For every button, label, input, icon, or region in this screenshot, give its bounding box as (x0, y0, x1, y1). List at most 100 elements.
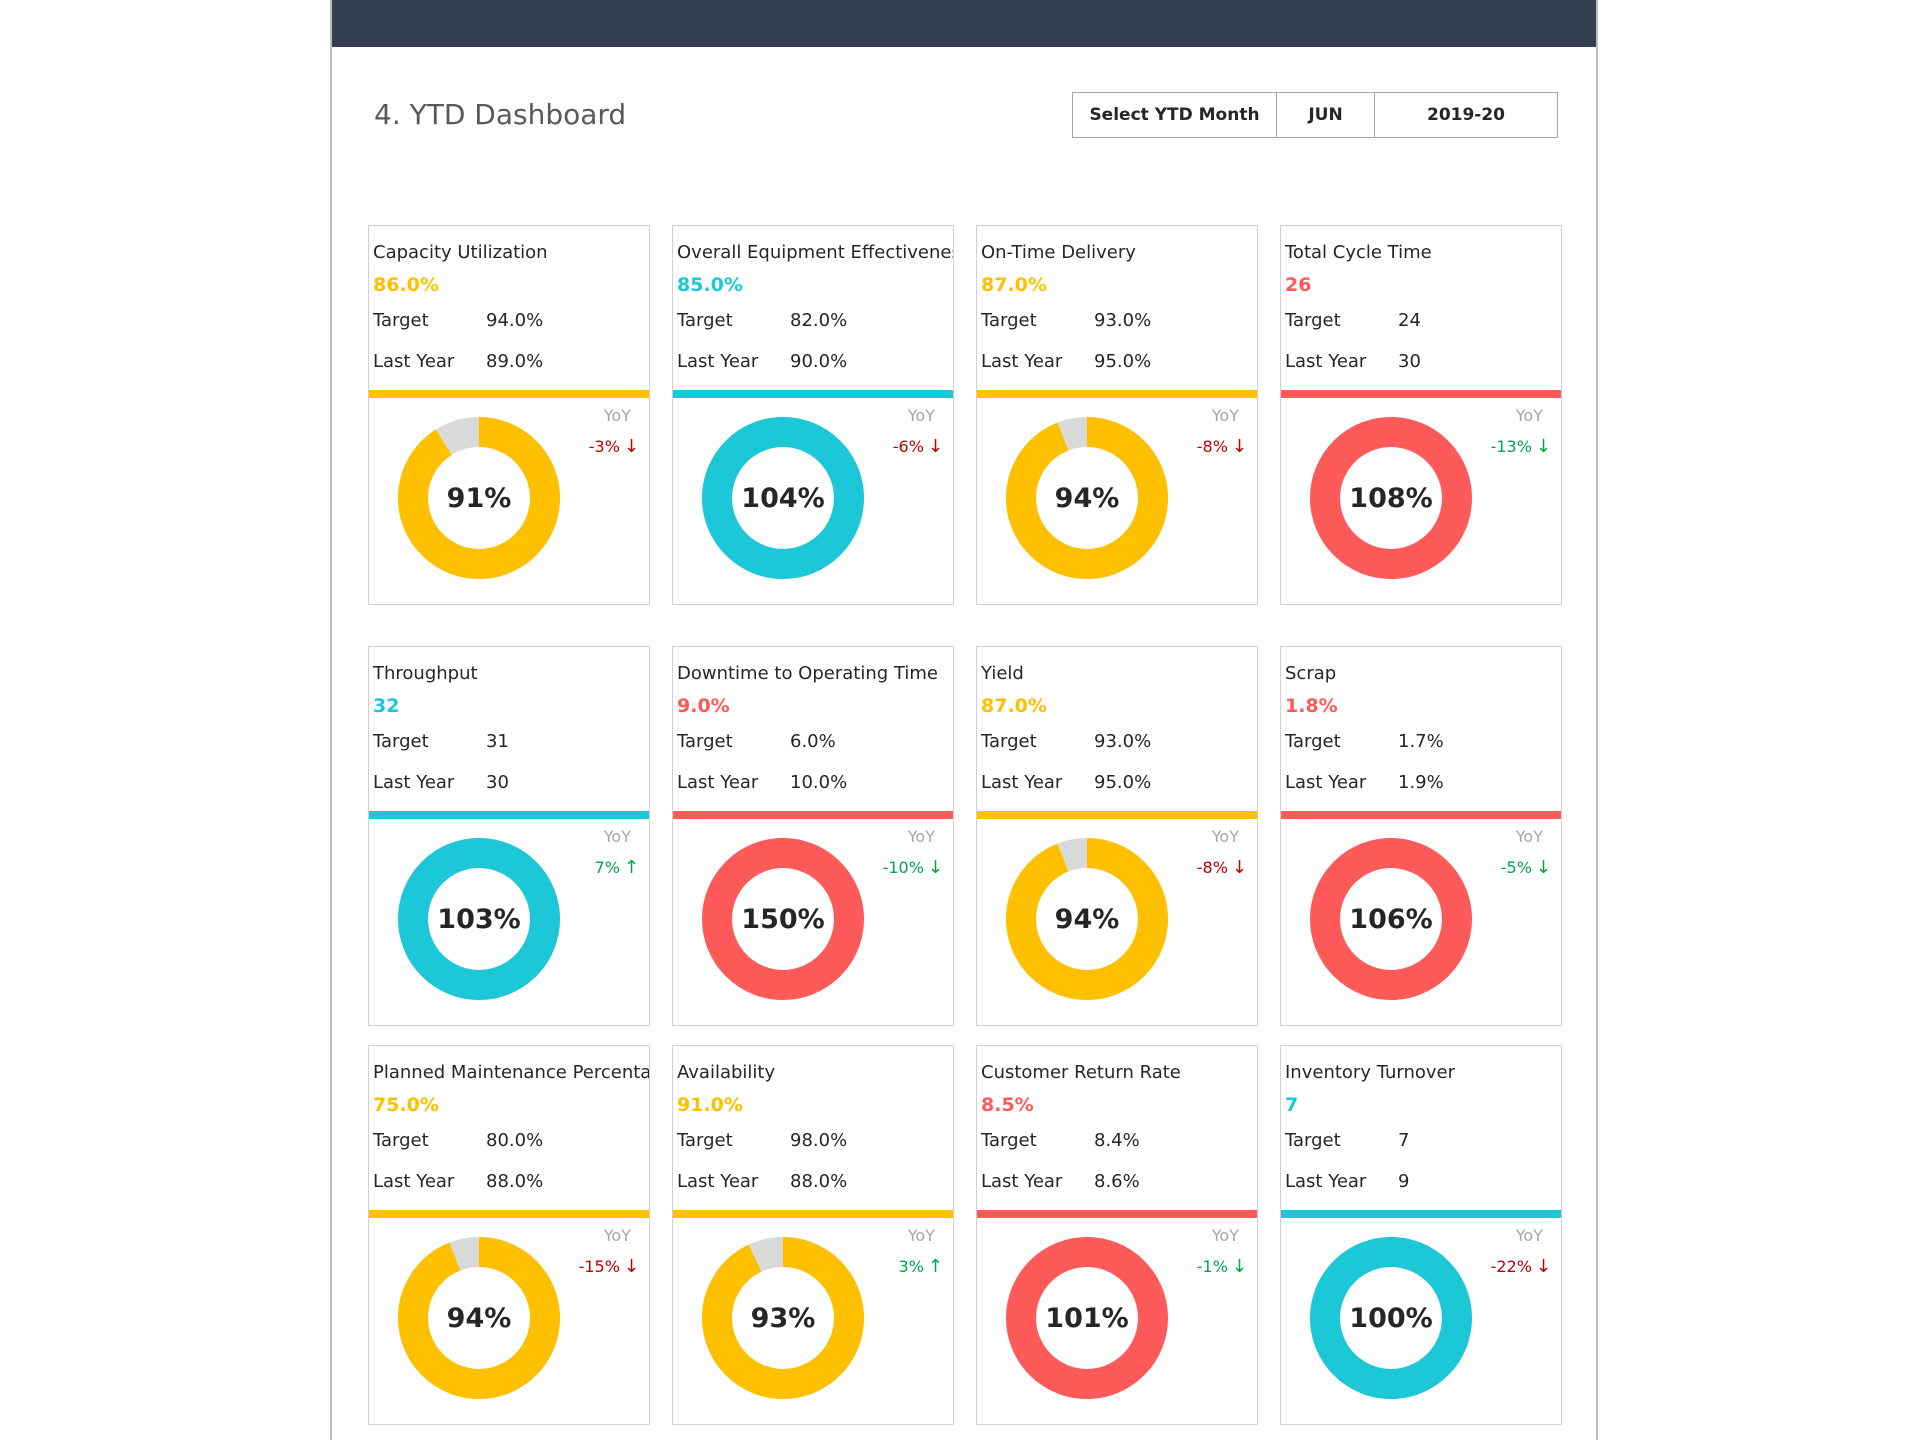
kpi-value: 26 (1285, 274, 1312, 296)
target-label: Target (373, 310, 429, 331)
kpi-card: Yield 87.0% Target 93.0% Last Year 95.0% YoY -8… (976, 646, 1258, 1026)
donut-percent-label: 106% (1349, 903, 1433, 935)
yoy-value: 7% (594, 858, 620, 877)
kpi-name: Throughput (373, 663, 478, 684)
donut-percent-label: 100% (1349, 1302, 1433, 1334)
status-color-bar (1281, 1210, 1561, 1218)
progress-donut (1310, 838, 1472, 1000)
yoy-value: -5% (1500, 858, 1532, 877)
kpi-name: Overall Equipment Effectiveness (677, 242, 953, 263)
last-year-label: Last Year (981, 1171, 1063, 1192)
last-year-value: 95.0% (1094, 772, 1152, 793)
arrow-up-icon: ↑ (927, 1256, 943, 1277)
yoy-label: YoY (1515, 827, 1543, 846)
donut-fill (702, 838, 864, 1000)
yoy-change: -8% ↓ (1197, 436, 1247, 457)
kpi-value: 85.0% (677, 274, 743, 296)
arrow-up-icon: ↑ (623, 857, 639, 878)
yoy-change: -22% ↓ (1491, 1256, 1551, 1277)
yoy-value: -22% (1490, 1257, 1532, 1276)
kpi-card: On-Time Delivery 87.0% Target 93.0% Last Yea… (976, 225, 1258, 605)
yoy-change: 3% ↑ (899, 1256, 943, 1277)
arrow-down-icon: ↓ (1535, 857, 1551, 878)
last-year-value: 9 (1398, 1171, 1410, 1192)
donut-fill (398, 417, 560, 579)
status-color-bar (977, 1210, 1257, 1218)
kpi-value: 9.0% (677, 695, 730, 717)
yoy-change: -1% ↓ (1197, 1256, 1247, 1277)
kpi-value: 32 (373, 695, 400, 717)
target-label: Target (1285, 1130, 1341, 1151)
arrow-down-icon: ↓ (623, 436, 639, 457)
yoy-value: -3% (588, 437, 620, 456)
month-dropdown[interactable]: JUN (1277, 93, 1375, 137)
yoy-value: -1% (1196, 1257, 1228, 1276)
yoy-label: YoY (1211, 1226, 1239, 1245)
donut-percent-label: 104% (741, 482, 825, 514)
yoy-label: YoY (1515, 406, 1543, 425)
progress-donut (702, 417, 864, 579)
kpi-card: Planned Maintenance Percentage 75.0% Targe… (368, 1045, 650, 1425)
last-year-value: 89.0% (486, 351, 544, 372)
target-label: Target (1285, 310, 1341, 331)
last-year-value: 1.9% (1398, 772, 1444, 793)
yoy-label: YoY (907, 406, 935, 425)
kpi-name: Planned Maintenance Percentage (373, 1062, 649, 1083)
select-month-label: Select YTD Month (1073, 93, 1277, 137)
arrow-down-icon: ↓ (623, 1256, 639, 1277)
progress-donut (702, 1237, 864, 1399)
kpi-value: 75.0% (373, 1094, 439, 1116)
target-label: Target (677, 1130, 733, 1151)
target-label: Target (981, 310, 1037, 331)
donut-fill (1310, 838, 1472, 1000)
progress-donut (398, 417, 560, 579)
kpi-name: Yield (981, 663, 1024, 684)
kpi-name: Availability (677, 1062, 776, 1083)
arrow-down-icon: ↓ (1231, 1256, 1247, 1277)
arrow-down-icon: ↓ (1535, 436, 1551, 457)
status-color-bar (673, 811, 953, 819)
donut-fill (398, 1237, 560, 1399)
dashboard-sheet: 4. YTD Dashboard Select YTD Month JUN 20… (330, 0, 1598, 1440)
kpi-name: Scrap (1285, 663, 1337, 684)
yoy-label: YoY (1211, 827, 1239, 846)
progress-donut (1006, 1237, 1168, 1399)
status-color-bar (977, 390, 1257, 398)
last-year-value: 8.6% (1094, 1171, 1140, 1192)
yoy-label: YoY (1515, 1226, 1543, 1245)
kpi-name: Capacity Utilization (373, 242, 548, 263)
status-color-bar (1281, 811, 1561, 819)
last-year-label: Last Year (981, 351, 1063, 372)
target-value: 93.0% (1094, 310, 1152, 331)
kpi-card: Inventory Turnover 7 Target 7 Last Year 9 YoY -… (1280, 1045, 1562, 1425)
target-value: 94.0% (486, 310, 544, 331)
progress-donut (702, 838, 864, 1000)
year-dropdown[interactable]: 2019-20 (1426, 105, 1506, 125)
kpi-card: Throughput 32 Target 31 Last Year 30 YoY 7% ↑ 103… (368, 646, 650, 1026)
target-label: Target (981, 1130, 1037, 1151)
last-year-value: 30 (486, 772, 509, 793)
last-year-value: 30 (1398, 351, 1421, 372)
yoy-change: -10% ↓ (883, 857, 943, 878)
donut-percent-label: 150% (741, 903, 825, 935)
ytd-month-selector: Select YTD Month JUN 2019-20 (1072, 92, 1558, 138)
last-year-value: 88.0% (790, 1171, 848, 1192)
yoy-change: -6% ↓ (893, 436, 943, 457)
kpi-value: 8.5% (981, 1094, 1034, 1116)
arrow-down-icon: ↓ (1231, 857, 1247, 878)
last-year-label: Last Year (1285, 772, 1367, 793)
status-color-bar (369, 390, 649, 398)
donut-percent-label: 94% (446, 1302, 512, 1334)
kpi-name: Total Cycle Time (1285, 242, 1432, 263)
target-value: 24 (1398, 310, 1421, 331)
yoy-value: -8% (1196, 437, 1228, 456)
yoy-label: YoY (603, 406, 631, 425)
donut-percent-label: 103% (437, 903, 521, 935)
donut-percent-label: 93% (750, 1302, 816, 1334)
kpi-value: 87.0% (981, 695, 1047, 717)
last-year-label: Last Year (1285, 1171, 1367, 1192)
yoy-change: -13% ↓ (1491, 436, 1551, 457)
kpi-name: On-Time Delivery (981, 242, 1136, 263)
last-year-label: Last Year (677, 351, 759, 372)
yoy-change: -15% ↓ (579, 1256, 639, 1277)
